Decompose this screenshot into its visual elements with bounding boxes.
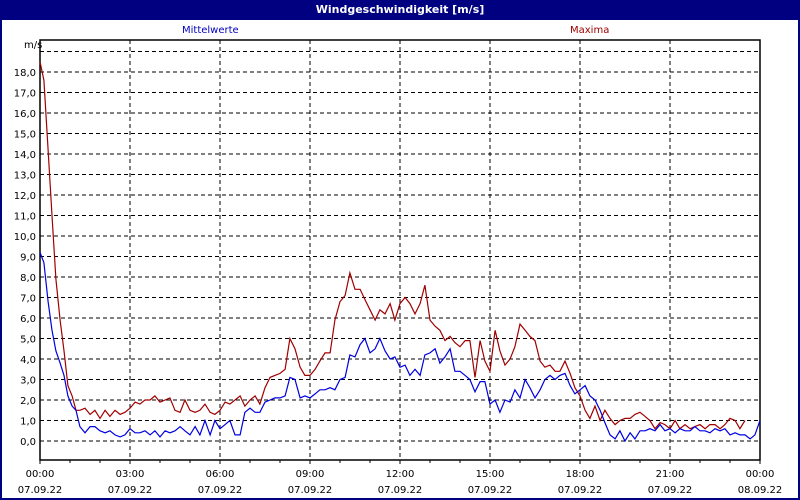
x-tick-date: 07.09.22: [108, 485, 153, 496]
y-tick-label: 14,0: [14, 150, 36, 161]
x-tick-date: 07.09.22: [288, 485, 333, 496]
y-tick-label: 2,0: [20, 396, 36, 407]
x-tick-time: 15:00: [476, 469, 505, 480]
y-tick-label: 3,0: [20, 376, 36, 387]
x-tick-time: 21:00: [656, 469, 685, 480]
x-tick-time: 00:00: [746, 469, 775, 480]
x-tick-time: 09:00: [296, 469, 325, 480]
legend-maxima: Maxima: [570, 25, 610, 36]
x-tick-date: 07.09.22: [558, 485, 603, 496]
chart-title-bar: Windgeschwindigkeit [m/s]: [0, 0, 800, 20]
legend-mittelwerte: Mittelwerte: [182, 25, 239, 36]
y-tick-label: 15,0: [14, 130, 36, 141]
y-tick-label: 11,0: [14, 212, 36, 223]
y-tick-label: 10,0: [14, 232, 36, 243]
y-tick-label: 9,0: [20, 253, 36, 264]
y-tick-label: 17,0: [14, 89, 36, 100]
x-tick-time: 00:00: [26, 469, 55, 480]
y-tick-label: 1,0: [20, 417, 36, 428]
x-tick-date: 07.09.22: [378, 485, 423, 496]
y-tick-label: 16,0: [14, 109, 36, 120]
x-tick-time: 03:00: [116, 469, 145, 480]
y-tick-label: 8,0: [20, 273, 36, 284]
x-tick-date: 07.09.22: [198, 485, 243, 496]
series-mittelwerte: [39, 252, 761, 443]
y-tick-label: 18,0: [14, 68, 36, 79]
y-tick-label: 12,0: [14, 191, 36, 202]
y-tick-label: 7,0: [20, 294, 36, 305]
y-axis-unit: m/s: [24, 40, 42, 51]
y-tick-label: 4,0: [20, 355, 36, 366]
x-tick-date: 07.09.22: [648, 485, 693, 496]
chart-title: Windgeschwindigkeit [m/s]: [315, 3, 485, 16]
y-tick-label: 6,0: [20, 314, 36, 325]
x-tick-date: 07.09.22: [18, 485, 63, 496]
x-tick-time: 12:00: [386, 469, 415, 480]
x-tick-time: 18:00: [566, 469, 595, 480]
x-tick-time: 06:00: [206, 469, 235, 480]
x-tick-date: 07.09.22: [468, 485, 513, 496]
y-tick-label: 13,0: [14, 171, 36, 182]
x-tick-date: 08.09.22: [738, 485, 783, 496]
y-tick-label: 0,0: [20, 437, 36, 448]
series-maxima: [39, 61, 746, 430]
y-tick-label: 5,0: [20, 335, 36, 346]
